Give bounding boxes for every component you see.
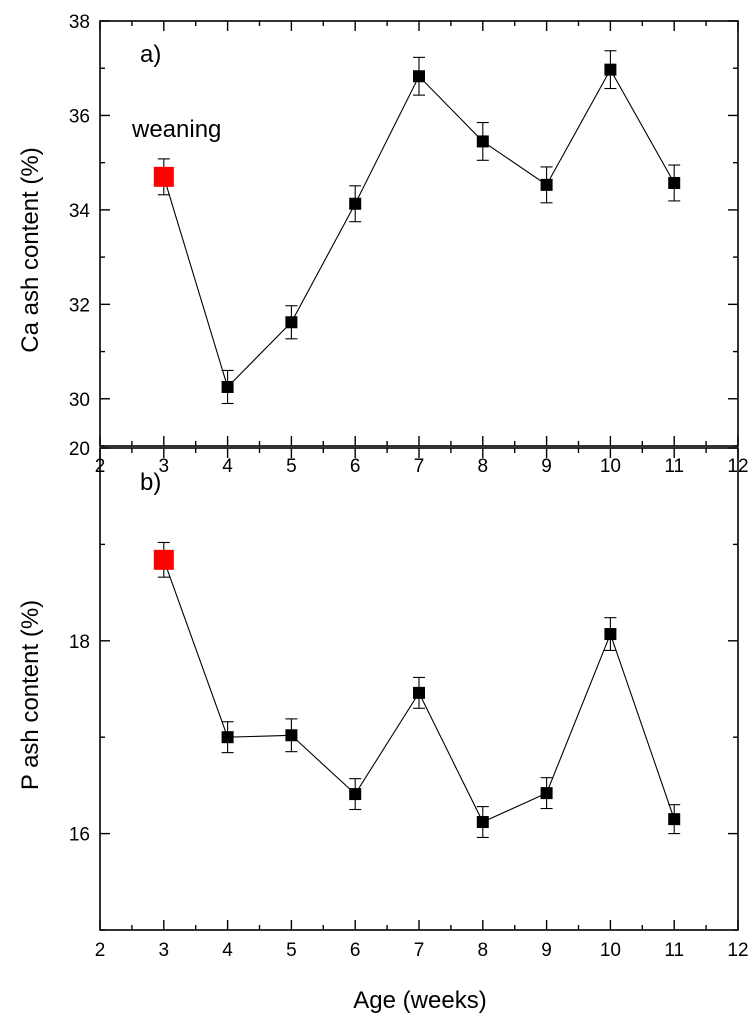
panel-b-data-point bbox=[285, 729, 298, 742]
panel-a: a) weaning Ca ash content (%) 2 3 4 5 6 7 8 9 10… bbox=[17, 12, 749, 477]
panel-b-x-tick-label: 8 bbox=[478, 940, 489, 961]
panel-a-y-tick-label: 36 bbox=[69, 106, 90, 127]
panel-b-y-tick-label: 18 bbox=[69, 632, 90, 653]
panel-a-x-tick-label: 5 bbox=[286, 456, 297, 477]
panel-a-label: a) bbox=[140, 41, 161, 68]
panel-b-x-tick-label: 6 bbox=[350, 940, 361, 961]
panel-b-x-tick-label: 10 bbox=[600, 940, 621, 961]
panel-a-weaning-marker bbox=[153, 166, 174, 187]
panel-b-x-tick-label: 3 bbox=[159, 940, 170, 961]
panel-a-y-tick-label: 34 bbox=[69, 201, 91, 222]
panel-a-data-point bbox=[221, 380, 234, 393]
panel-b-y-tick-label: 16 bbox=[69, 825, 90, 846]
panel-a-data-point bbox=[413, 70, 425, 83]
panel-a-y-tick-label: 32 bbox=[69, 295, 90, 316]
panel-a-data-point bbox=[349, 197, 362, 210]
panel-a-y-tick-label: 38 bbox=[69, 12, 90, 33]
panel-a-x-tick-label: 6 bbox=[350, 456, 361, 477]
panel-a-data-point bbox=[285, 316, 298, 329]
panel-a-x-tick-label: 4 bbox=[222, 456, 233, 477]
panel-a-data-point bbox=[604, 63, 617, 76]
panel-a-data-point bbox=[540, 178, 553, 191]
panel-b-data-point bbox=[349, 788, 362, 801]
panel-b-x-tick-label: 4 bbox=[222, 940, 233, 961]
panel-b-label: b) bbox=[140, 469, 161, 496]
panel-b-weaning-marker bbox=[153, 549, 174, 570]
panel-b-x-tick-label: 9 bbox=[541, 940, 552, 961]
panel-a-data-point bbox=[476, 135, 489, 148]
panel-b-x-tick-label: 11 bbox=[664, 940, 684, 961]
panel-a-x-tick-label: 9 bbox=[541, 456, 552, 477]
weaning-annotation: weaning bbox=[131, 116, 221, 143]
panel-b-data-point bbox=[668, 813, 681, 826]
panel-b: b) P ash content (%) Age (weeks) 2 3 4 5 6 7 8… bbox=[17, 439, 749, 1014]
panel-a-series-line bbox=[163, 68, 675, 389]
panel-b-data-point bbox=[413, 686, 425, 699]
panel-b-data-point bbox=[476, 816, 489, 829]
panel-b-x-tick-label: 12 bbox=[727, 940, 748, 961]
panel-a-x-tick-label: 11 bbox=[664, 456, 684, 477]
panel-b-x-tick-label: 7 bbox=[414, 940, 425, 961]
panel-b-data-point bbox=[221, 731, 234, 744]
panel-a-x-tick-label: 7 bbox=[414, 456, 425, 477]
panel-a-x-tick-label: 10 bbox=[600, 456, 621, 477]
panel-b-x-tick-label: 5 bbox=[286, 940, 297, 961]
panel-b-y-tick-label: 20 bbox=[69, 439, 90, 460]
x-axis-title: Age (weeks) bbox=[353, 987, 486, 1014]
panel-b-data-point bbox=[540, 787, 553, 800]
panel-a-data-point bbox=[668, 176, 681, 189]
panel-a-x-tick-label: 8 bbox=[478, 456, 489, 477]
panel-b-x-tick-label: 2 bbox=[95, 940, 106, 961]
panel-b-data-point bbox=[604, 628, 617, 641]
panel-a-y-axis-title: Ca ash content (%) bbox=[17, 147, 44, 352]
panel-b-y-axis-title: P ash content (%) bbox=[17, 600, 44, 790]
panel-a-y-tick-label: 30 bbox=[69, 390, 90, 411]
panel-a-x-tick-label: 3 bbox=[159, 456, 170, 477]
